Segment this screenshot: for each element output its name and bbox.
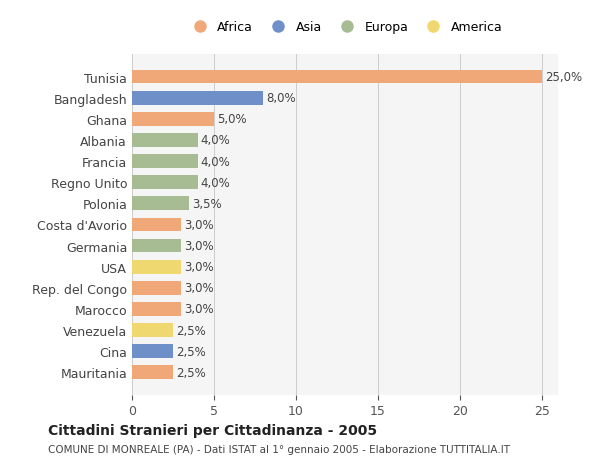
Text: 3,0%: 3,0% [184, 261, 214, 274]
Text: 3,0%: 3,0% [184, 282, 214, 295]
Bar [132, 366, 173, 379]
Bar [132, 92, 263, 105]
Bar [132, 197, 190, 211]
Text: 2,5%: 2,5% [176, 345, 206, 358]
Bar [132, 260, 181, 274]
Text: 3,0%: 3,0% [184, 218, 214, 231]
Bar [132, 112, 214, 126]
Bar [132, 324, 173, 337]
Text: 4,0%: 4,0% [201, 155, 230, 168]
Text: 3,0%: 3,0% [184, 303, 214, 316]
Text: 3,0%: 3,0% [184, 240, 214, 252]
Bar [132, 218, 181, 232]
Bar [132, 71, 542, 84]
Text: 2,5%: 2,5% [176, 366, 206, 379]
Text: 8,0%: 8,0% [266, 92, 296, 105]
Bar [132, 134, 197, 147]
Text: 4,0%: 4,0% [201, 134, 230, 147]
Text: 2,5%: 2,5% [176, 324, 206, 337]
Text: 3,5%: 3,5% [193, 197, 222, 210]
Text: Cittadini Stranieri per Cittadinanza - 2005: Cittadini Stranieri per Cittadinanza - 2… [48, 423, 377, 437]
Legend: Africa, Asia, Europa, America: Africa, Asia, Europa, America [184, 17, 506, 38]
Text: 4,0%: 4,0% [201, 176, 230, 189]
Bar [132, 176, 197, 190]
Bar [132, 302, 181, 316]
Text: 25,0%: 25,0% [545, 71, 582, 84]
Text: COMUNE DI MONREALE (PA) - Dati ISTAT al 1° gennaio 2005 - Elaborazione TUTTITALI: COMUNE DI MONREALE (PA) - Dati ISTAT al … [48, 444, 510, 454]
Bar [132, 345, 173, 358]
Bar [132, 155, 197, 168]
Bar [132, 281, 181, 295]
Bar [132, 239, 181, 253]
Text: 5,0%: 5,0% [217, 113, 247, 126]
